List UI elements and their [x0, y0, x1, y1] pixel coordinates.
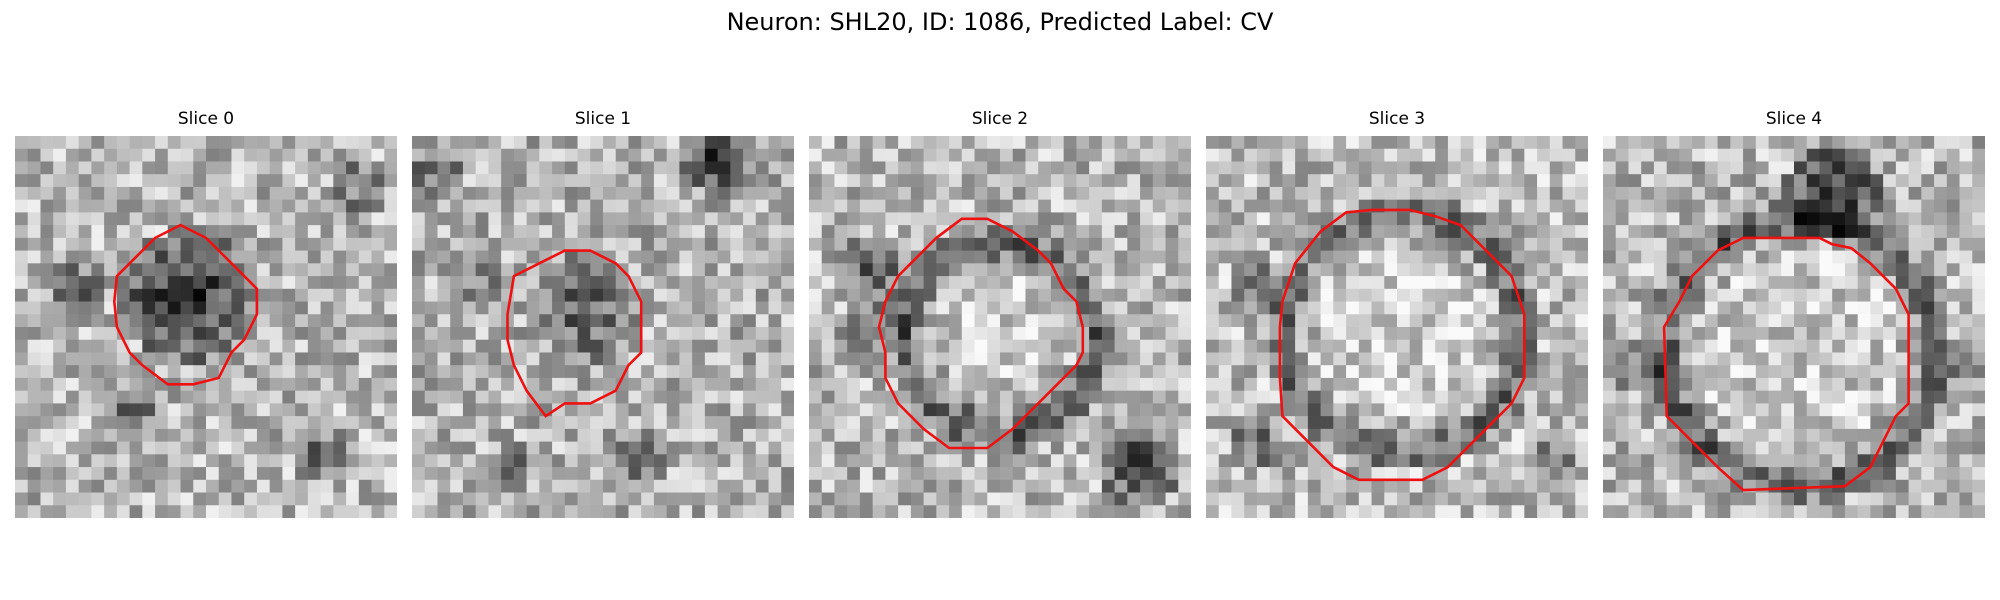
slice-title: Slice 0: [177, 109, 235, 129]
slice-image: [809, 136, 1191, 518]
slice-image: [1206, 136, 1588, 518]
slice-image: [1603, 136, 1985, 518]
slice-panel-3: Slice 3: [1206, 108, 1588, 518]
segmentation-contour: [506, 249, 643, 418]
slice-panel-4: Slice 4: [1603, 108, 1985, 518]
segmentation-contour: [1278, 208, 1526, 482]
segmentation-contour: [877, 217, 1085, 450]
slice-image: [15, 136, 397, 518]
slice-panel-1: Slice 1: [412, 108, 794, 518]
segmentation-contour: [1662, 236, 1910, 492]
figure-title: Neuron: SHL20, ID: 1086, Predicted Label…: [726, 8, 1274, 36]
slice-title: Slice 1: [574, 109, 632, 129]
segmentation-contour: [112, 223, 259, 386]
slice-panel-0: Slice 0: [15, 108, 397, 518]
slice-title: Slice 2: [971, 109, 1029, 129]
slice-image: [412, 136, 794, 518]
slice-title: Slice 4: [1765, 109, 1823, 129]
slice-panel-2: Slice 2: [809, 108, 1191, 518]
slice-title: Slice 3: [1368, 109, 1426, 129]
